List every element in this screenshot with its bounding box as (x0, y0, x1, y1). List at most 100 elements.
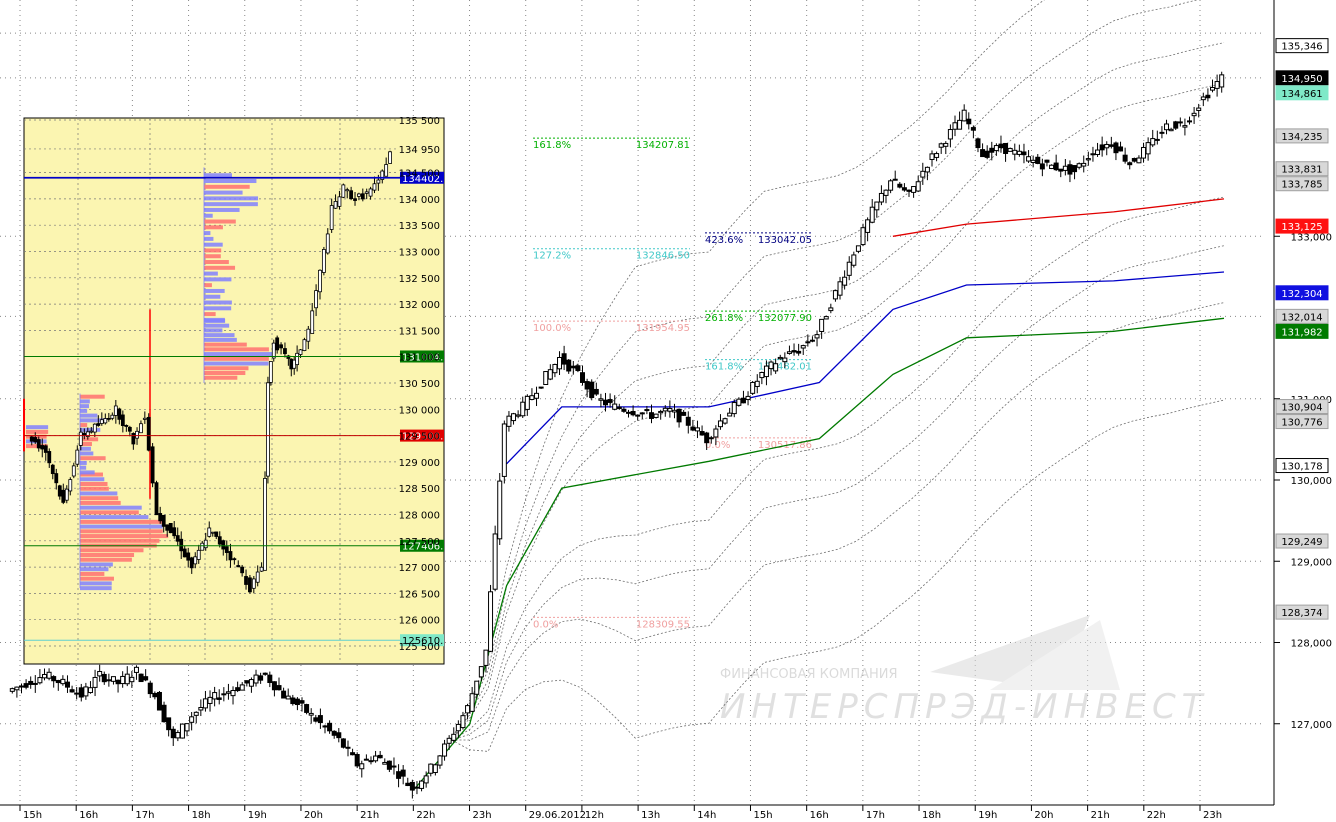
profile-bar (204, 173, 232, 178)
inset-tick-label: 131 500 (399, 326, 440, 337)
profile-bar (204, 371, 246, 376)
profile-bar (204, 342, 247, 347)
candle-body (359, 763, 365, 770)
candle-body (74, 692, 80, 695)
candle-body (331, 730, 337, 736)
price-tag (1275, 38, 1329, 54)
inset-candle-body (271, 342, 276, 359)
candle-body (727, 412, 733, 417)
time-tick-label: 16h (810, 810, 829, 821)
inset-candle-body (71, 465, 76, 477)
candle-body (1205, 94, 1211, 99)
price-tag-label: 134,861 (1281, 89, 1322, 100)
candle-body (368, 760, 374, 763)
inset-tick-label: 133 000 (399, 248, 440, 259)
candle-body (212, 692, 218, 700)
price-tag-label: 134,235 (1281, 132, 1322, 143)
candle-body (363, 758, 369, 761)
candle-body (1127, 162, 1133, 166)
price-tag-label: 132,014 (1281, 312, 1322, 323)
price-tag (1275, 414, 1329, 430)
candle-body (143, 676, 149, 681)
inset-candle-body (78, 431, 83, 446)
inset-tick-label: 128 500 (399, 484, 440, 495)
profile-bar (80, 500, 121, 505)
profile-bar (80, 437, 99, 442)
inset-candle-body (150, 446, 155, 484)
candle-body (934, 153, 940, 158)
inset-candle-body (131, 433, 136, 445)
candle-body (768, 361, 774, 370)
profile-bar (80, 505, 142, 510)
candle-body (87, 687, 93, 694)
candle-body (800, 345, 806, 349)
profile-bar (80, 553, 135, 558)
candle-body (271, 681, 277, 691)
inset-candle-body (384, 164, 389, 177)
candle-body (750, 381, 756, 394)
candle-body (28, 680, 34, 685)
candle-body (1200, 96, 1206, 101)
profile-bar (204, 375, 238, 380)
candle-body (1122, 154, 1128, 162)
candle-body (317, 715, 323, 724)
candle-body (805, 341, 811, 344)
profile-bar (80, 529, 163, 534)
profile-bar (80, 562, 113, 567)
inset-candle-body (189, 557, 194, 569)
inset-axis-labels: 135 500 134 950 134 500 134 000 133 500 133 0… (399, 116, 440, 653)
inset-candle-body (337, 196, 342, 207)
inset-level-tag (400, 350, 444, 363)
profile-bar (26, 425, 49, 430)
candle-body (920, 170, 926, 178)
candle-body (37, 677, 43, 684)
candle-body (662, 407, 668, 412)
inset-candle-body (36, 439, 41, 449)
price-tag-label: 128,374 (1281, 608, 1322, 619)
inset-candle-body (142, 417, 147, 420)
price-tag-label: 130,904 (1281, 403, 1322, 414)
candle-body (897, 183, 903, 188)
candle-body (501, 423, 507, 477)
candle-body (648, 412, 654, 419)
candle-body (713, 428, 719, 438)
candle-body (791, 350, 797, 353)
candle-body (400, 769, 406, 777)
inset-candle-body (182, 548, 187, 558)
inset-candle-body (333, 201, 338, 209)
candle-body (1030, 159, 1036, 164)
candle-body (488, 591, 494, 652)
candle-body (1159, 131, 1165, 134)
deviation-band (451, 245, 1225, 741)
candle-body (235, 687, 241, 692)
candle-body (736, 398, 742, 406)
profile-bar (80, 404, 89, 409)
candle-body (377, 754, 383, 759)
candle-body (534, 392, 540, 399)
candle-body (557, 357, 563, 370)
profile-bar (80, 576, 114, 581)
candle-body (901, 187, 907, 191)
time-tick-label: 13h (641, 810, 660, 821)
inset-candle-body (248, 577, 252, 593)
inset-candle-body (43, 445, 48, 453)
candle-body (961, 109, 967, 122)
candle-body (276, 685, 282, 691)
candle-body (492, 533, 498, 590)
inset-candle-body (161, 514, 166, 527)
candle-body (745, 395, 751, 401)
inset-candle-body (120, 414, 125, 426)
profile-bar (204, 317, 225, 322)
price-tag (1275, 161, 1329, 177)
candle-body (878, 192, 884, 203)
candle-body (1081, 162, 1087, 167)
inset-candle-body (154, 482, 159, 516)
inset-candle-body (302, 339, 307, 351)
inset-level-label: 127406. (402, 542, 443, 553)
candle-body (152, 692, 158, 698)
candle-body (676, 408, 682, 423)
time-tick-label: 29.06.2012 (529, 810, 586, 821)
profile-bar (204, 248, 222, 253)
candle-body (175, 732, 181, 739)
